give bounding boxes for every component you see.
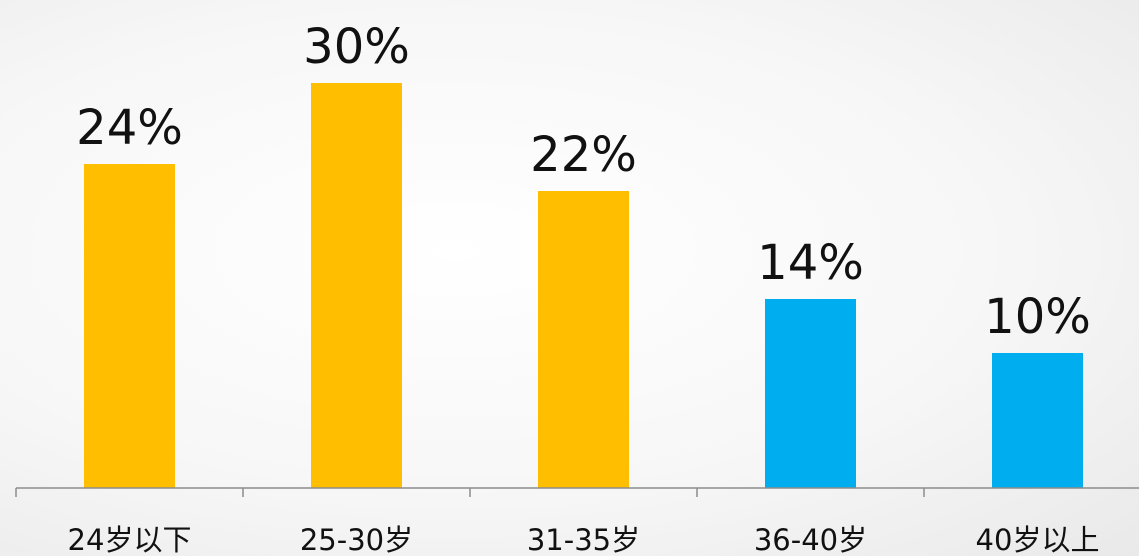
bar [311,83,402,488]
bar [765,299,856,488]
category-label: 40岁以上 [976,523,1100,556]
bar-value-label: 10% [984,289,1091,345]
bar-value-label: 30% [303,19,410,75]
bar [84,164,175,488]
category-label: 25-30岁 [300,523,413,556]
bar [538,191,629,488]
category-labels-group: 24岁以下 25-30岁 31-35岁 36-40岁 40岁以上 [68,523,1100,556]
bars-group [84,83,1083,488]
category-label: 24岁以下 [68,523,192,556]
value-labels-group: 24% 30% 22% 14% 10% [76,19,1091,345]
x-axis [15,487,1139,497]
bar [992,353,1083,488]
bar-value-label: 22% [530,127,637,183]
category-label: 31-35岁 [527,523,640,556]
bar-value-label: 24% [76,100,183,156]
category-label: 36-40岁 [754,523,867,556]
bar-value-label: 14% [757,235,864,291]
